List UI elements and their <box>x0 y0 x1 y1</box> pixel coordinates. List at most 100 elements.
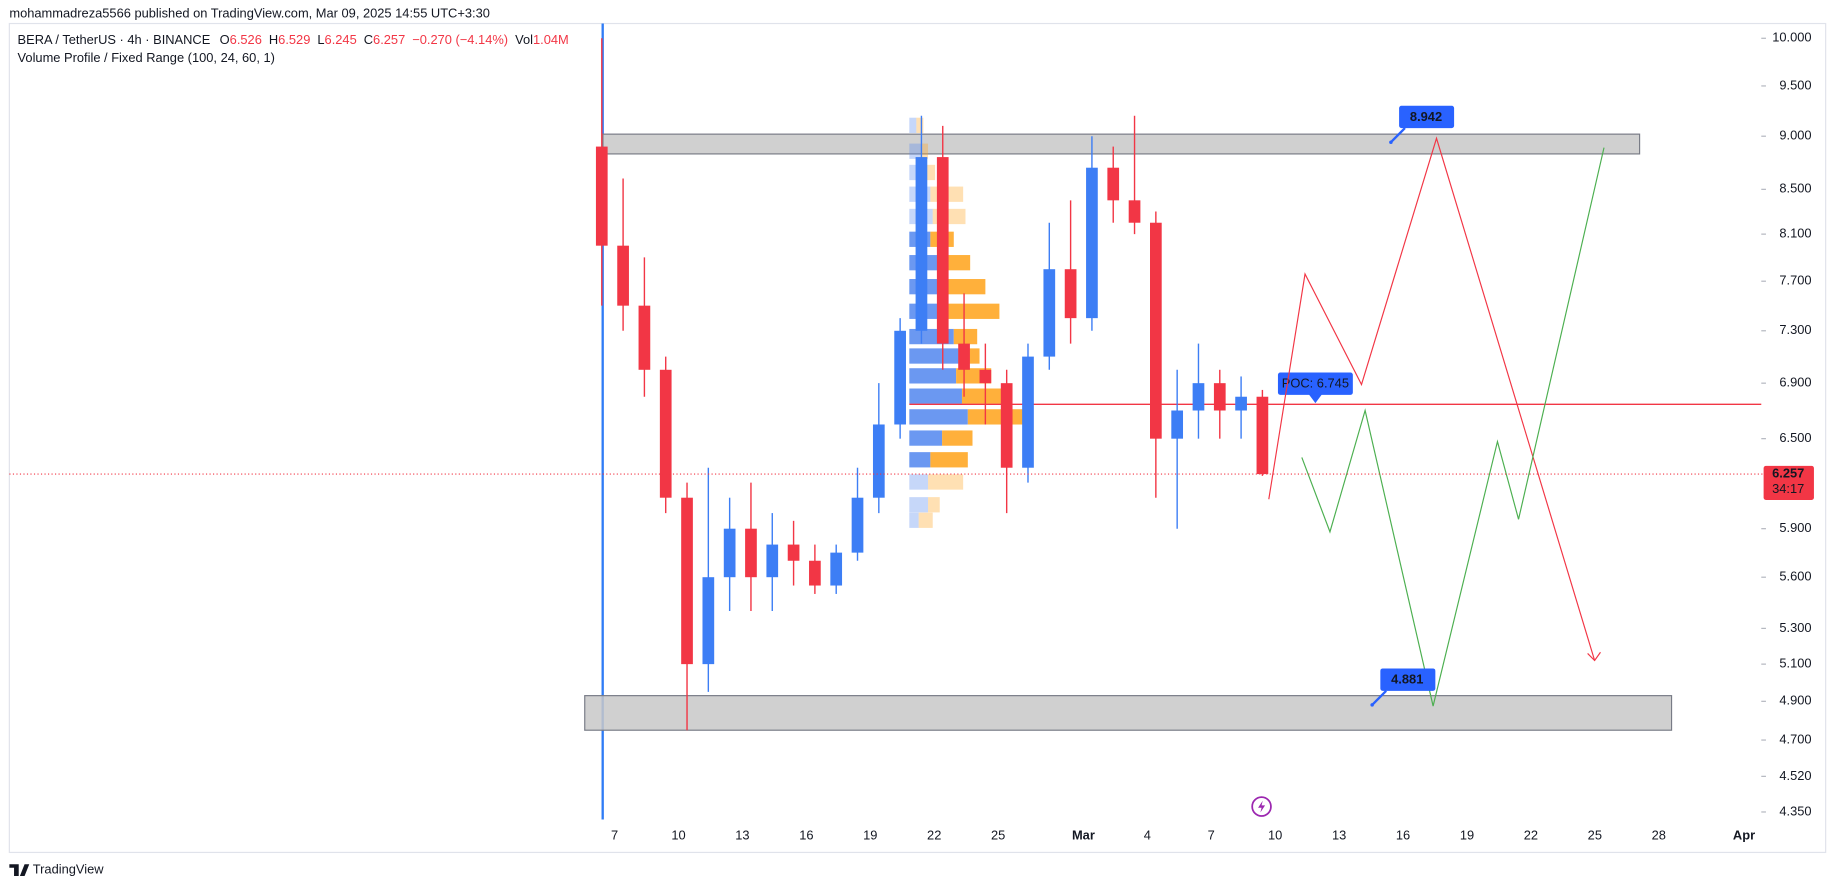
publisher-line: mohammadreza5566 published on TradingVie… <box>9 5 490 20</box>
countdown: 34:17 <box>1772 481 1804 496</box>
y-tick-label: 9.000 <box>1779 128 1811 143</box>
candle-body <box>1043 269 1056 357</box>
candle-body <box>745 528 757 578</box>
close-label: C <box>364 33 373 48</box>
vp-down-bar <box>946 303 1000 319</box>
candle-body <box>1235 396 1247 411</box>
vp-down-bar <box>942 255 971 271</box>
x-tick-label: 10 <box>1268 827 1282 842</box>
x-tick-label: 25 <box>1588 827 1602 842</box>
candle-body <box>787 544 800 561</box>
candle-body <box>1213 383 1226 411</box>
price-label-box <box>1380 668 1436 691</box>
vp-down-bar <box>916 117 924 133</box>
y-tick-label: 5.600 <box>1779 569 1811 584</box>
symbol: BERA / TetherUS · 4h · BINANCE <box>18 33 211 48</box>
candle-body <box>1128 200 1141 223</box>
price-label-box <box>1399 105 1455 129</box>
vp-down-bar <box>930 452 968 468</box>
poc-label-box <box>1277 372 1353 395</box>
open: 6.526 <box>230 33 262 48</box>
candle-body <box>894 330 906 425</box>
candle-body <box>1256 396 1269 475</box>
y-tick-label: 6.500 <box>1779 430 1811 445</box>
close: 6.257 <box>373 33 405 48</box>
candle-body <box>659 369 672 498</box>
x-tick-label: Mar <box>1072 827 1095 842</box>
vp-up-bar <box>909 348 959 364</box>
open-label: O <box>220 33 230 48</box>
label-anchor <box>1370 703 1374 707</box>
vp-down-bar <box>921 143 929 159</box>
forecast-path <box>1301 147 1605 707</box>
candle-body <box>766 544 779 578</box>
vp-down-bar <box>918 512 933 528</box>
candle-body <box>1107 167 1120 201</box>
last-price: 6.257 <box>1772 465 1804 480</box>
x-tick-label: 25 <box>991 827 1005 842</box>
candle-body <box>617 245 629 306</box>
label-pointer <box>1371 689 1388 706</box>
y-tick-label: 5.300 <box>1779 620 1811 635</box>
vp-up-bar <box>909 497 929 513</box>
x-tick-label: 28 <box>1652 827 1666 842</box>
y-tick-label: 5.900 <box>1779 520 1811 535</box>
candle-body <box>702 577 715 665</box>
y-tick-label: 7.700 <box>1779 273 1811 288</box>
arrow-head <box>1587 651 1601 662</box>
x-tick-label: 7 <box>611 827 618 842</box>
forecast-path <box>1268 136 1596 661</box>
event-icon[interactable] <box>1251 796 1272 817</box>
y-tick-label: 10.000 <box>1772 30 1811 45</box>
x-tick-label: 10 <box>671 827 685 842</box>
vp-up-bar <box>909 409 968 425</box>
price-label: 4.881 <box>1391 672 1423 687</box>
vp-down-bar <box>928 497 940 513</box>
x-tick-label: 19 <box>1460 827 1474 842</box>
last-price-box <box>1763 465 1814 500</box>
vp-down-bar <box>923 164 936 181</box>
low: 6.245 <box>325 33 357 48</box>
vp-up-bar <box>909 388 962 404</box>
y-tick-label: 4.520 <box>1779 768 1811 783</box>
vp-down-bar <box>953 328 978 345</box>
candle-body <box>830 552 843 586</box>
candle-body <box>595 146 608 246</box>
vp-up-bar <box>909 512 919 528</box>
x-tick-label: 22 <box>1524 827 1538 842</box>
drawings: 8.942 4.881 <box>1268 105 1605 707</box>
vp-down-bar <box>967 409 1032 425</box>
y-tick-label: 9.500 <box>1779 77 1811 92</box>
zone <box>584 695 1673 731</box>
volume: 1.04M <box>533 33 569 48</box>
y-tick-label: 4.700 <box>1779 731 1811 746</box>
chart-frame <box>8 22 1827 854</box>
zones <box>584 133 1673 731</box>
candle-body <box>872 424 885 498</box>
low-label: L <box>317 33 324 48</box>
candle-body <box>915 157 928 331</box>
candle-body <box>809 560 821 586</box>
y-tick-label: 8.500 <box>1779 181 1811 196</box>
candle-body <box>936 157 949 344</box>
x-tick-label: 22 <box>927 827 941 842</box>
vp-up-bar <box>909 452 931 468</box>
candle-body <box>1171 410 1184 439</box>
x-tick-label: 16 <box>799 827 813 842</box>
poc-label: POC: 6.745 <box>1282 376 1349 391</box>
y-tick-label: 5.100 <box>1779 656 1811 671</box>
candle-body <box>1086 167 1098 319</box>
vp-up-bar <box>909 368 957 384</box>
poc-pointer <box>1308 393 1323 404</box>
y-tick-label: 4.900 <box>1779 693 1811 708</box>
vp-down-bar <box>942 430 973 446</box>
y-tick-label: 4.350 <box>1779 803 1811 818</box>
candle-body <box>1192 383 1205 411</box>
volume-label: Vol <box>515 33 533 48</box>
candle-body <box>1000 383 1013 468</box>
candle-body <box>958 343 970 370</box>
vp-up-bar <box>909 430 943 446</box>
vp-up-bar <box>909 143 922 159</box>
